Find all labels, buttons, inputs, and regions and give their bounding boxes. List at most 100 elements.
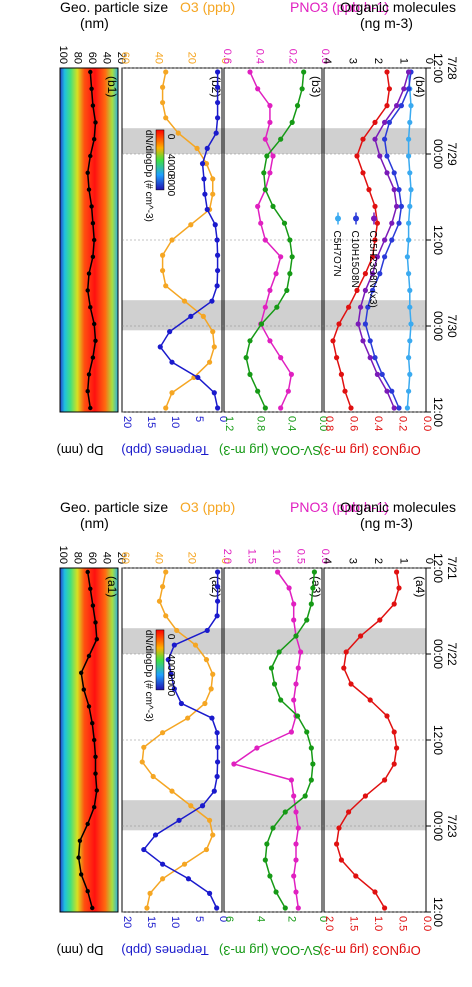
point-o3-12	[141, 744, 147, 750]
point-terpenes-14	[214, 773, 220, 780]
o3-axis-title: O3 (ppb)	[180, 0, 235, 15]
point-pno3-20	[293, 889, 299, 895]
point-p4-1-8	[407, 203, 413, 209]
night-shading	[122, 300, 426, 331]
point-terpenes-16	[188, 313, 194, 319]
point-svooa-19	[267, 873, 273, 879]
point-pno3-13	[288, 777, 294, 783]
orgmol-tick: 3	[347, 558, 359, 564]
point-terpenes-18	[152, 832, 159, 838]
size-tick: 60	[86, 552, 98, 564]
point-terpenes-7	[201, 176, 207, 182]
point-terpenes-22	[214, 405, 221, 411]
o3-tick: 40	[152, 52, 164, 64]
point-o3-21	[169, 390, 175, 396]
terp-tick: 20	[121, 416, 133, 428]
point-pno3-1	[255, 86, 261, 92]
series-line-o3	[141, 571, 214, 909]
point-p4-0-12	[362, 271, 368, 277]
point-o3-7	[210, 176, 216, 182]
size-axis-title: Geo. particle size	[60, 0, 168, 15]
point-dp-17	[90, 355, 96, 360]
point-o3-6	[203, 161, 210, 167]
point-p4-2-7	[396, 187, 402, 193]
point-terpenes-11	[214, 730, 220, 736]
point-p4-0-15	[336, 321, 342, 327]
point-pno3-14	[262, 304, 268, 310]
orgno3-tick: 2.0	[323, 916, 335, 931]
point-terpenes-6	[165, 657, 171, 663]
orgmol-axis-title: Organic molecules	[340, 499, 456, 515]
point-p4-1-3	[407, 119, 413, 125]
terp-tick: 10	[169, 916, 181, 928]
point-terpenes-13	[214, 267, 221, 274]
point-p4-0-4	[358, 633, 364, 639]
legend-entry: C5H7O7N	[331, 230, 342, 276]
point-svooa-5	[276, 649, 282, 655]
point-p4-3-20	[391, 405, 397, 411]
point-p4-3-7	[391, 187, 397, 193]
point-pno3-14	[291, 793, 297, 799]
point-pno3-12	[231, 761, 237, 767]
point-dp-8	[86, 704, 92, 709]
time-label: 12:00	[431, 397, 445, 427]
pno3-axis-title: PNO3 (ppb h-1)	[290, 0, 389, 15]
point-o3-13	[139, 759, 145, 765]
point-p4-0-0	[384, 69, 390, 75]
point-o3-9	[202, 700, 208, 707]
point-svooa-2	[294, 103, 301, 109]
point-o3-17	[207, 817, 213, 823]
point-p4-2-16	[367, 338, 373, 344]
point-dp-5	[86, 653, 92, 659]
point-terpenes-16	[199, 803, 206, 809]
point-p4-2-14	[365, 304, 371, 310]
point-pno3-4	[262, 136, 268, 142]
point-o3-0	[163, 69, 169, 75]
point-dp-19	[85, 889, 90, 894]
series-line-p4-0	[335, 571, 400, 909]
point-p4-2-12	[377, 271, 383, 277]
orgmol-tick: 1	[398, 558, 410, 564]
point-svooa-6	[268, 665, 275, 671]
point-o3-15	[169, 788, 175, 794]
point-p4-2-13	[370, 287, 376, 293]
point-terpenes-4	[213, 130, 219, 136]
point-p4-2-6	[391, 170, 397, 176]
point-o3-12	[160, 252, 166, 258]
point-o3-0	[163, 569, 169, 575]
point-o3-8	[210, 191, 216, 197]
point-terpenes-7	[168, 671, 174, 677]
point-p4-3-1	[401, 86, 407, 92]
point-o3-19	[207, 359, 213, 365]
pno3-tick: 0.4	[254, 49, 266, 64]
point-p4-1-18	[407, 371, 413, 377]
point-p4-3-12	[370, 271, 376, 277]
size-heatmap	[60, 568, 118, 912]
point-p4-1-9	[406, 220, 412, 226]
panel-frame-1	[59, 567, 119, 913]
size-axis-title: Geo. particle size	[60, 499, 168, 515]
point-p4-0-1	[386, 86, 392, 92]
o3-tick: 0	[219, 58, 231, 64]
point-terpenes-2	[214, 99, 221, 106]
point-pno3-11	[278, 254, 284, 260]
point-p4-0-8	[367, 697, 373, 703]
point-p4-1-15	[408, 321, 414, 327]
point-terpenes-1	[214, 84, 221, 90]
svooa-tick: 0	[317, 916, 329, 922]
pno3-tick: 0.0	[319, 49, 331, 64]
point-o3-11	[169, 237, 175, 243]
dp-axis-title: Dp (nm)	[57, 943, 104, 958]
point-pno3-1	[286, 585, 292, 591]
point-pno3-10	[262, 237, 268, 243]
point-p4-0-6	[360, 170, 366, 176]
point-p4-2-18	[379, 371, 385, 377]
colorbar-tick: 8000	[165, 674, 176, 697]
point-pno3-3	[267, 119, 273, 125]
point-o3-13	[160, 267, 166, 274]
point-dp-15	[92, 321, 97, 327]
point-svooa-1	[299, 86, 305, 92]
point-terpenes-22	[207, 890, 213, 896]
point-svooa-0	[311, 569, 317, 575]
point-dp-1	[88, 586, 93, 591]
